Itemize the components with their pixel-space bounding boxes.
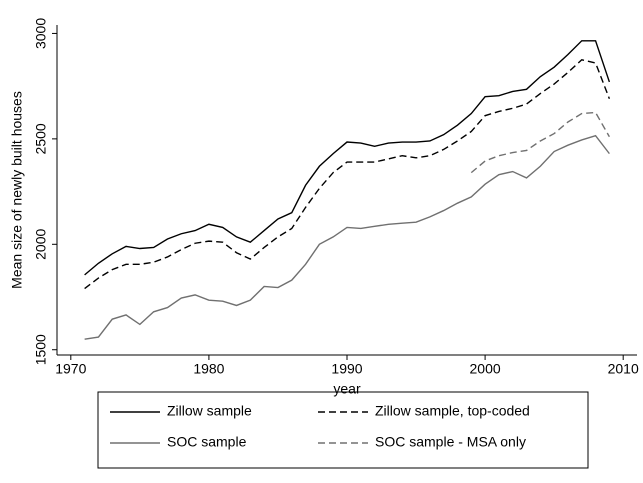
x-tick-label: 2000	[470, 361, 501, 377]
y-tick-label: 1500	[33, 334, 49, 365]
legend-label: SOC sample	[167, 434, 247, 450]
x-axis-title: year	[333, 381, 361, 397]
y-tick-label: 3000	[33, 18, 49, 49]
y-tick-label: 2000	[33, 229, 49, 260]
x-tick-label: 1970	[55, 361, 86, 377]
series-line	[84, 40, 611, 276]
series-line	[84, 59, 611, 290]
series-line	[470, 111, 610, 174]
legend-label: Zillow sample, top-coded	[375, 403, 530, 419]
y-axis-title: Mean size of newly built houses	[9, 91, 25, 289]
legend-label: SOC sample - MSA only	[375, 434, 526, 450]
x-tick-label: 1980	[193, 361, 224, 377]
x-tick-label: 1990	[331, 361, 362, 377]
series-line	[84, 134, 610, 340]
legend-box	[97, 391, 589, 469]
x-tick-label: 2010	[608, 361, 639, 377]
legend-label: Zillow sample	[167, 403, 252, 419]
y-tick-label: 2500	[33, 123, 49, 154]
